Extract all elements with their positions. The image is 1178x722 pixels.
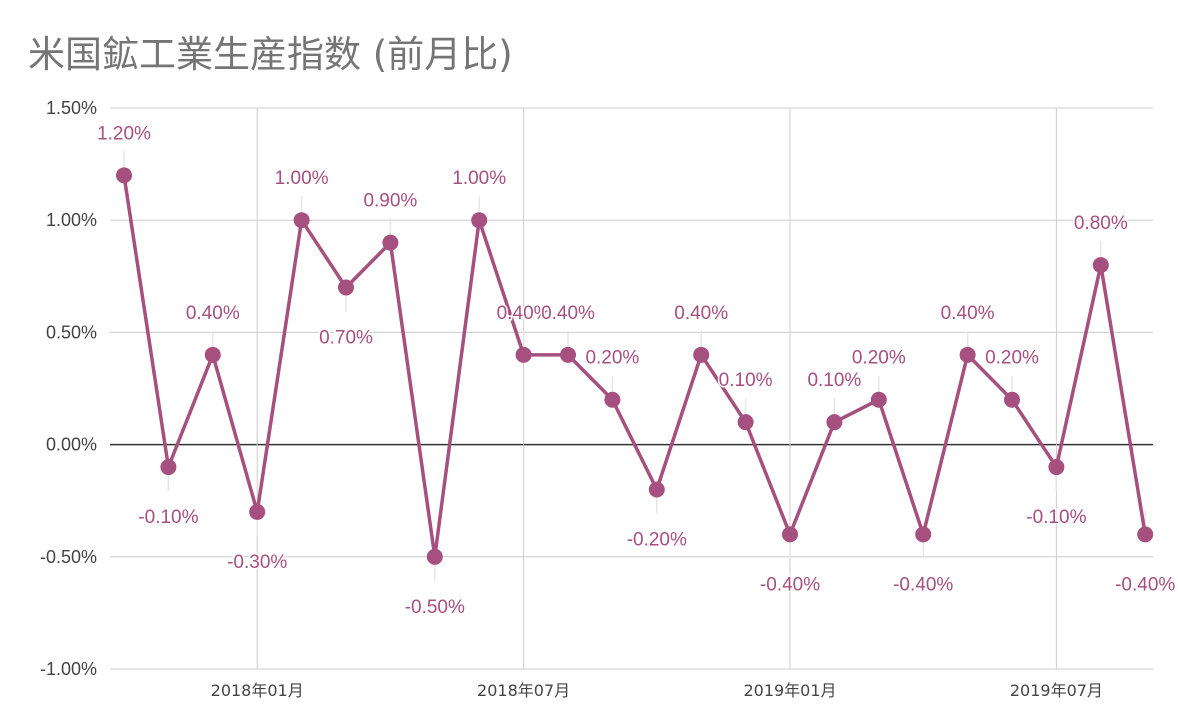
data-point: [737, 414, 754, 431]
data-point: [560, 346, 576, 363]
data-point: [1092, 257, 1109, 274]
data-point: [959, 346, 976, 363]
data-point: [648, 481, 665, 498]
data-label: 1.20%: [97, 123, 151, 144]
data-label: 1.00%: [452, 168, 506, 189]
data-label: 0.10%: [719, 370, 773, 391]
data-label: 0.20%: [585, 348, 639, 369]
data-label: -0.10%: [138, 507, 198, 528]
data-point: [160, 459, 177, 476]
data-point: [249, 503, 266, 520]
series-line: [122, 175, 1147, 559]
data-point: [604, 391, 621, 408]
data-point: [116, 167, 132, 184]
data-label: -0.40%: [1115, 574, 1175, 595]
data-label: 0.80%: [1074, 213, 1128, 234]
data-point: [1048, 459, 1065, 476]
x-tick-label: 2018年01月: [211, 681, 304, 700]
y-tick-label: 0.50%: [46, 322, 97, 342]
data-point: [870, 391, 887, 408]
y-tick-label: 1.00%: [46, 210, 97, 230]
x-tick-label: 2019年07月: [1010, 681, 1103, 700]
data-point: [471, 212, 488, 229]
data-point: [693, 346, 710, 363]
data-label: 0.40%: [497, 303, 551, 324]
data-label: -0.10%: [1026, 507, 1086, 528]
data-label: 0.40%: [186, 303, 240, 324]
data-label: -0.30%: [227, 552, 287, 573]
data-label: 0.70%: [319, 328, 373, 349]
data-point: [1004, 391, 1020, 408]
data-point: [338, 279, 354, 296]
data-point: [382, 234, 399, 251]
data-label: 1.00%: [275, 168, 329, 189]
data-label: 0.20%: [985, 348, 1039, 369]
data-label: 0.40%: [674, 303, 728, 324]
data-point: [426, 548, 443, 565]
data-label: -0.20%: [627, 529, 687, 550]
data-label: -0.40%: [893, 574, 953, 595]
data-point: [1137, 526, 1154, 543]
x-tick-label: 2018年07月: [477, 681, 570, 700]
data-label: 0.40%: [541, 303, 595, 324]
data-label: 0.90%: [363, 191, 417, 212]
data-label: -0.40%: [760, 574, 820, 595]
y-tick-label: -1.00%: [40, 659, 97, 679]
data-point: [293, 212, 310, 229]
data-point: [204, 346, 221, 363]
data-label: 0.40%: [941, 303, 995, 324]
data-point: [782, 526, 798, 543]
data-point: [826, 414, 843, 431]
data-label: -0.50%: [405, 597, 465, 618]
y-tick-label: 1.50%: [46, 98, 97, 118]
chart-title: 米国鉱工業生産指数 (前月比): [28, 33, 513, 76]
x-tick-label: 2019年01月: [743, 681, 836, 700]
y-tick-label: -0.50%: [40, 547, 97, 567]
y-tick-label: 0.00%: [46, 435, 97, 455]
data-label: 0.10%: [807, 370, 861, 391]
data-label: 0.20%: [852, 348, 906, 369]
data-point: [515, 346, 532, 363]
data-point: [915, 526, 932, 543]
